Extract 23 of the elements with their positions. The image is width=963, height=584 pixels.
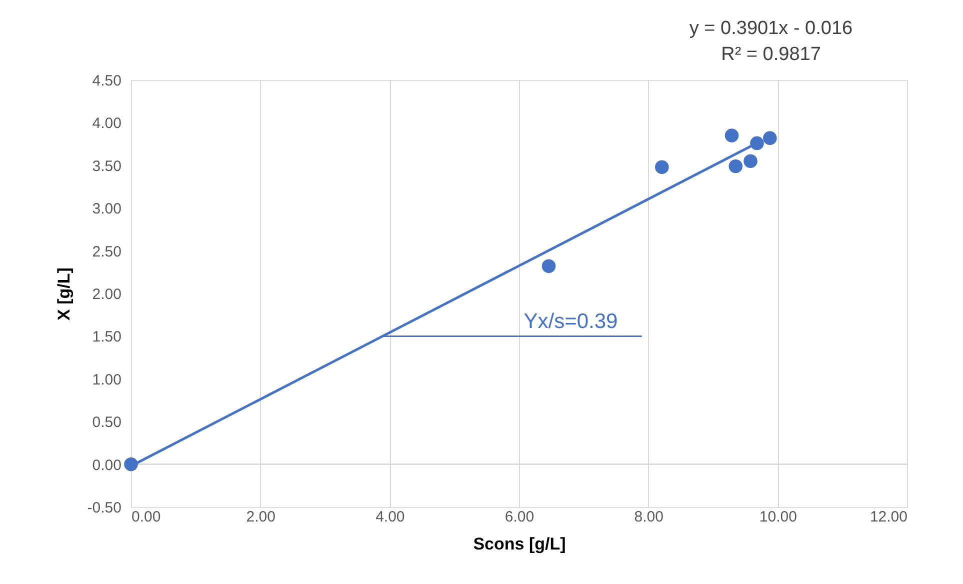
x-tick-label: 8.00: [634, 508, 664, 526]
text: R² = 0.9817: [721, 44, 821, 65]
x-tick-label: 4.00: [376, 508, 405, 526]
y-tick-label: 1.00: [92, 371, 122, 388]
y-tick-label: 2.50: [92, 243, 122, 260]
x-tick-label: 12.00: [870, 508, 908, 526]
x-tick-label: 10.00: [759, 508, 797, 526]
y-tick-label: 3.00: [92, 200, 122, 218]
x-tick-label: 0.00: [132, 508, 161, 526]
y-tick-label: 2.00: [92, 286, 122, 303]
x-axis-title: Scons [g/L]: [473, 534, 566, 554]
y-tick-label: 4.00: [92, 115, 122, 132]
y-tick-label: 3.50: [92, 158, 122, 175]
y-tick-label: 0.00: [92, 456, 122, 474]
y-axis-title: X [g/L]: [54, 268, 74, 320]
y-tick-label: -0.50: [87, 500, 122, 516]
y-tick-label: 0.50: [92, 414, 122, 432]
x-tick-label: 6.00: [504, 508, 534, 526]
y-tick-label: 1.50: [92, 328, 122, 346]
text: y = 0.3901x - 0.016: [689, 18, 853, 39]
y-tick-label: 4.50: [92, 72, 122, 90]
annotation: Yx/s=0.39: [524, 310, 618, 334]
x-tick-label: 2.00: [246, 508, 276, 526]
